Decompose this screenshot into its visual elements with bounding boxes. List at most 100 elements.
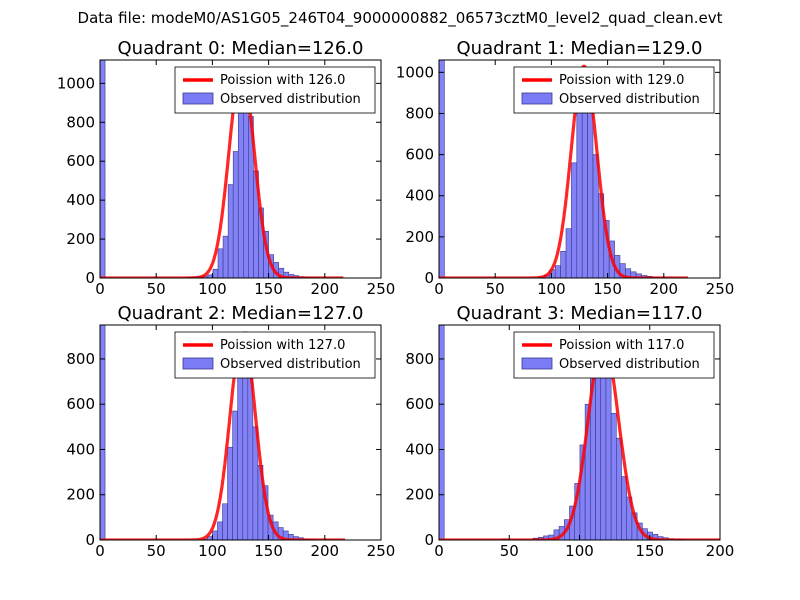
y-tick-label: 1000 [396,63,434,81]
x-tick-label: 250 [706,280,735,298]
x-tick-label: 50 [500,542,519,560]
x-tick-label: 200 [649,280,678,298]
histogram-bar [212,268,219,278]
legend-label-observed: Observed distribution [220,357,361,372]
y-tick-label: 200 [66,486,95,504]
legend-box [513,66,715,114]
histogram-bar [616,437,622,540]
histogram-bars [439,325,690,540]
panel-quadrant-1: 0 50 100 150 200 250 0 200 400 600 800 1000 Quadrant… [396,38,735,298]
histogram-bar [237,110,244,278]
histogram-bar [217,248,224,278]
histogram-bar [247,376,254,540]
axes-frame [99,59,382,279]
legend-label-observed: Observed distribution [559,357,700,372]
histogram-bar [571,162,578,278]
y-tick-label: 800 [66,113,95,131]
x-tick-label: 200 [310,280,339,298]
histogram-bars [100,325,314,540]
y-tick-label: 400 [405,187,434,205]
y-tick-label: 600 [66,395,95,413]
histogram-bar [565,228,572,278]
poisson-curve [100,67,344,278]
x-tick-label: 200 [706,542,735,560]
histogram-bar [100,60,106,278]
histogram-bar [554,265,561,278]
poisson-curve [439,64,688,278]
y-tick-label: 400 [66,191,95,209]
y-tick-label: 0 [424,269,434,287]
histogram-bar [595,363,602,540]
x-tick-label: 50 [486,280,505,298]
x-tick-label: 50 [147,280,166,298]
histogram-bar [227,184,234,278]
y-tick-label: 400 [405,440,434,458]
histogram-bar [217,521,223,540]
legend-label-poisson: Poission with 127.0 [220,338,345,353]
y-tick-label: 1000 [57,74,95,92]
y-tick-label: 0 [85,531,95,549]
legend-box [174,66,376,114]
y-tick-label: 600 [405,146,434,164]
panel-title: Quadrant 3: Median=117.0 [457,303,703,324]
panel-quadrant-0: 0 50 100 150 200 250 0 200 400 600 800 1000 Quadrant… [57,38,396,298]
x-tick-label: 100 [198,280,227,298]
histogram-bar [439,60,445,278]
histogram-bar [212,530,218,540]
y-tick-label: 800 [66,350,95,368]
x-tick-label: 150 [593,280,622,298]
x-tick-label: 150 [254,280,283,298]
legend-label-poisson: Poission with 126.0 [220,73,345,88]
y-tick-label: 600 [66,152,95,170]
panel-quadrant-3: 0 50 100 150 200 0 200 400 600 800 Quadrant 3: Med… [405,303,734,560]
legend-bar-swatch [521,92,553,105]
legend-bar-swatch [182,92,214,105]
y-tick-label: 0 [85,269,95,287]
y-tick-label: 600 [405,395,434,413]
x-tick-label: 0 [95,542,105,560]
histogram-bar [222,503,228,540]
histogram-bar [587,102,594,278]
x-tick-label: 0 [434,542,444,560]
histogram-bar [232,410,238,540]
x-tick-label: 100 [537,280,566,298]
panel-title: Quadrant 2: Median=127.0 [118,303,364,324]
histogram-bar [576,107,583,278]
x-tick-label: 250 [367,280,396,298]
legend-bar-swatch [521,357,553,370]
legend-label-observed: Observed distribution [220,92,361,107]
legend-box [513,331,715,379]
y-tick-label: 800 [405,350,434,368]
x-tick-label: 50 [147,542,166,560]
y-tick-label: 200 [405,486,434,504]
histogram-bar [621,476,628,540]
histogram-bar [605,367,612,540]
histogram-bar [237,376,244,540]
x-tick-label: 0 [95,280,105,298]
histogram-bar [222,235,229,278]
histogram-bar [227,446,233,540]
y-tick-label: 800 [405,104,434,122]
x-tick-label: 100 [198,542,227,560]
legend-box [174,331,376,379]
y-tick-label: 0 [424,531,434,549]
x-tick-label: 0 [434,280,444,298]
histogram-bar [439,325,445,540]
x-tick-label: 250 [367,542,396,560]
panel-quadrant-2: 0 50 100 150 200 250 0 200 400 600 800 Quadrant 2: … [66,303,395,560]
x-tick-label: 200 [310,542,339,560]
figure-suptitle: Data file: modeM0/AS1G05_246T04_90000008… [78,9,723,28]
panel-title: Quadrant 0: Median=126.0 [118,38,364,59]
legend-label-poisson: Poission with 129.0 [559,73,684,88]
axes-frame [99,324,382,541]
x-tick-label: 150 [635,542,664,560]
legend-bar-swatch [182,357,214,370]
y-tick-label: 200 [66,230,95,248]
panel-title: Quadrant 1: Median=129.0 [457,38,703,59]
histogram-bar [560,250,567,278]
poisson-curve [439,339,720,540]
histogram-bar [610,412,617,540]
x-tick-label: 100 [565,542,594,560]
histogram-bar [243,94,249,278]
